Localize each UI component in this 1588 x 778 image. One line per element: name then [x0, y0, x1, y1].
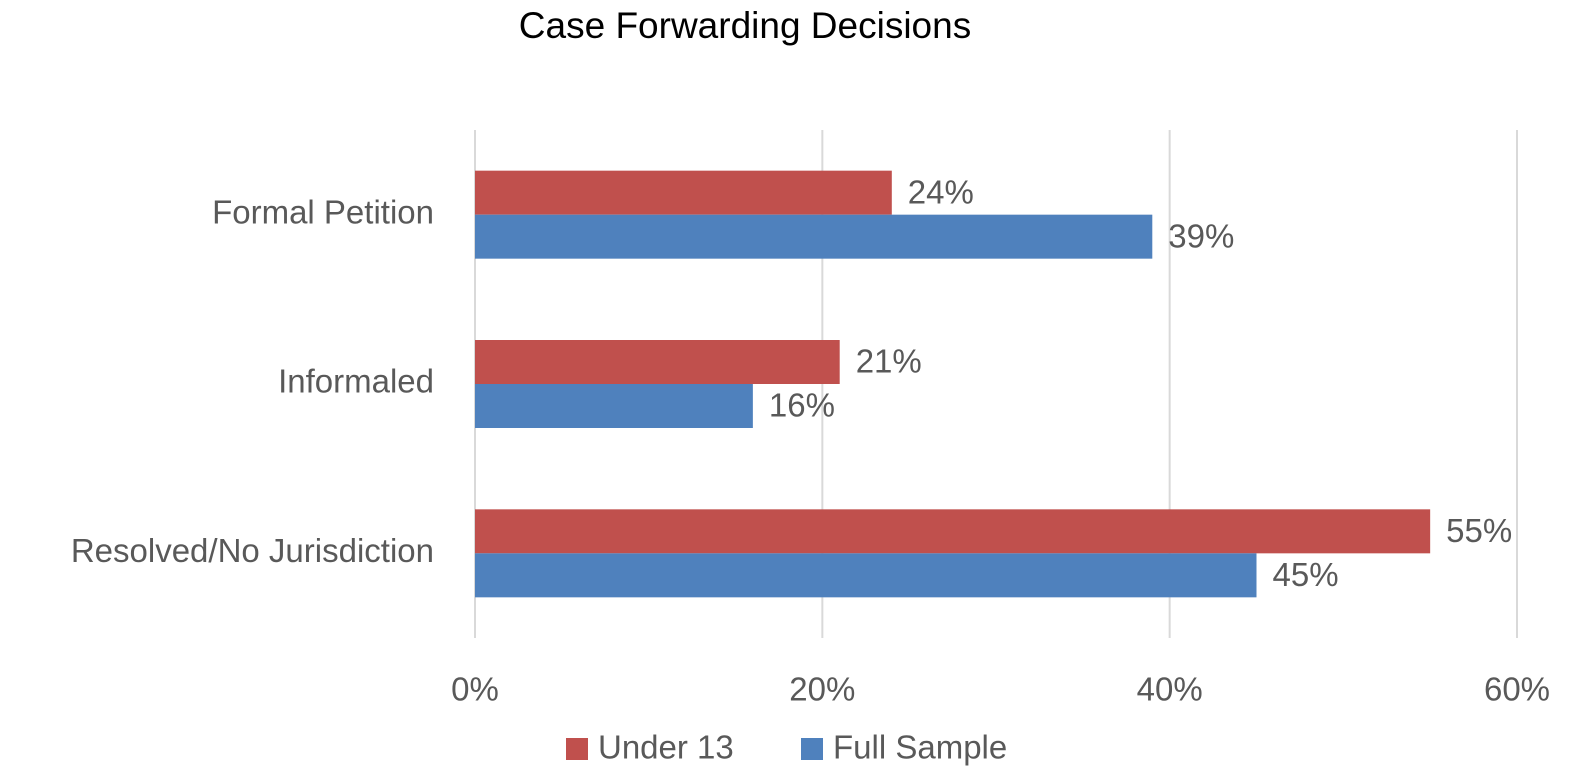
legend-swatch — [801, 738, 823, 760]
x-tick-label: 60% — [1484, 671, 1550, 708]
bar — [475, 553, 1257, 598]
legend-label: Under 13 — [598, 729, 734, 766]
data-label: 24% — [908, 173, 974, 210]
bar — [475, 509, 1431, 554]
data-label: 39% — [1168, 217, 1234, 254]
data-label: 16% — [769, 387, 835, 424]
x-tick-label: 40% — [1137, 671, 1203, 708]
bar — [475, 214, 1153, 259]
bar — [475, 170, 892, 215]
x-tick-label: 20% — [789, 671, 855, 708]
data-label: 21% — [856, 343, 922, 380]
bar — [475, 340, 840, 384]
x-tick-label: 0% — [451, 671, 499, 708]
legend-label: Full Sample — [833, 729, 1007, 766]
data-label: 45% — [1273, 556, 1339, 593]
legend-swatch — [566, 738, 588, 760]
data-label: 55% — [1446, 512, 1512, 549]
bar — [475, 384, 753, 428]
chart-title: Case Forwarding Decisions — [519, 5, 971, 46]
y-tick-label: Resolved/No Jurisdiction — [71, 532, 434, 569]
y-tick-label: Informaled — [278, 363, 434, 400]
y-tick-label: Formal Petition — [212, 193, 434, 230]
